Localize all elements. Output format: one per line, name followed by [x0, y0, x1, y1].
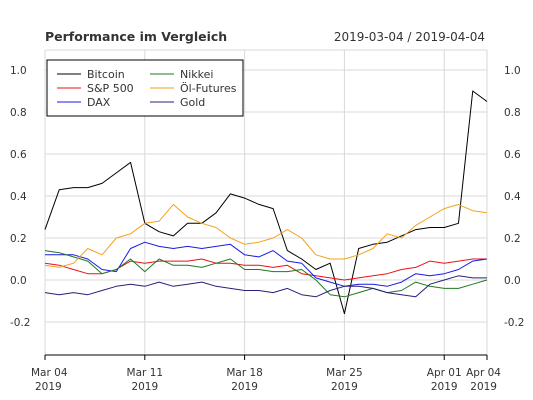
- y-tick-label-right: 0.4: [504, 191, 521, 203]
- y-tick-label-right: 0.0: [504, 275, 521, 287]
- grid: [44, 49, 488, 355]
- x-tick-label: Mar 11: [127, 367, 164, 379]
- x-tick-year-label: 2019: [331, 381, 358, 393]
- x-tick-label: Apr 01: [427, 367, 462, 379]
- y-tick-label-right: 0.6: [504, 149, 521, 161]
- legend-label-dax: DAX: [87, 96, 111, 109]
- x-axis: Mar 04 2019 Mar 11 2019 Mar 18 2019 Mar 25 2019…: [31, 354, 501, 393]
- y-tick-label-right: 0.2: [504, 233, 521, 245]
- legend-label-gold: Gold: [180, 96, 205, 109]
- x-tick-label: Apr 04: [466, 367, 501, 379]
- x-tick-year-label: 2019: [431, 381, 458, 393]
- series-group: [44, 90, 488, 315]
- legend-label-l-futures: Öl-Futures: [180, 82, 237, 95]
- y-tick-label-right: 0.8: [504, 107, 521, 119]
- y-tick-label-left: 0.4: [10, 191, 27, 203]
- chart-title: Performance im Vergleich: [45, 29, 227, 44]
- x-tick-label: Mar 25: [326, 367, 363, 379]
- series-line-l-futures: [44, 203, 488, 268]
- y-axis-right: 1.0 0.8 0.6 0.4 0.2 0.0 -0.2: [504, 65, 525, 329]
- x-tick-year-label: 2019: [35, 381, 62, 393]
- y-tick-label-left: 1.0: [10, 65, 27, 77]
- y-tick-label-left: -0.2: [10, 317, 31, 329]
- series-line-s-p-500: [44, 258, 487, 281]
- x-tick-year-label: 2019: [470, 381, 497, 393]
- x-tick-year-label: 2019: [131, 381, 158, 393]
- y-tick-label-right: 1.0: [504, 65, 521, 77]
- y-tick-label-left: 0.0: [10, 275, 27, 287]
- y-tick-label-right: -0.2: [504, 317, 525, 329]
- legend-label-nikkei: Nikkei: [180, 68, 213, 81]
- legend-label-bitcoin: Bitcoin: [87, 68, 125, 81]
- y-tick-label-left: 0.6: [10, 149, 27, 161]
- x-tick-label: Mar 18: [226, 367, 263, 379]
- y-tick-label-left: 0.8: [10, 107, 27, 119]
- y-tick-label-left: 0.2: [10, 233, 27, 245]
- date-range-label: 2019-03-04 / 2019-04-04: [334, 30, 485, 44]
- series-line-gold: [44, 275, 487, 298]
- legend-label-s-p-500: S&P 500: [87, 82, 134, 95]
- y-axis-left: 1.0 0.8 0.6 0.4 0.2 0.0 -0.2: [10, 65, 31, 329]
- series-line-bitcoin: [44, 90, 488, 315]
- x-tick-year-label: 2019: [231, 381, 258, 393]
- x-tick-label: Mar 04: [31, 367, 68, 379]
- series-line-nikkei: [44, 250, 488, 298]
